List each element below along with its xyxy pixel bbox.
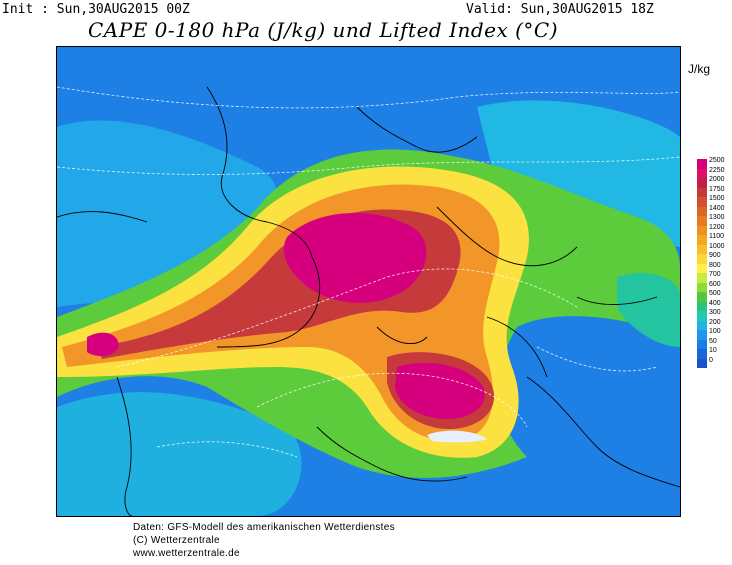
cape-max-west — [87, 332, 119, 357]
footer-copyright: (C) Wetterzentrale — [133, 535, 220, 546]
legend-level-9: 1000 — [709, 242, 725, 250]
legend-color-11 — [697, 263, 707, 273]
legend-color-3 — [697, 187, 707, 197]
coastlines — [57, 86, 680, 516]
legend-color-9 — [697, 244, 707, 254]
legend-level-21: 0 — [709, 356, 713, 364]
legend-level-14: 500 — [709, 290, 721, 297]
legend-level-20: 10 — [709, 347, 717, 354]
legend-color-13 — [697, 282, 707, 292]
legend-color-17 — [697, 320, 707, 330]
legend-color-21 — [697, 358, 707, 368]
legend-level-4: 1500 — [709, 195, 725, 202]
init-time: Init : Sun,30AUG2015 00Z — [2, 2, 190, 17]
legend-level-8: 1100 — [709, 233, 725, 240]
footer: Daten: GFS-Modell des amerikanischen Wet… — [133, 521, 395, 560]
legend-level-2: 2000 — [709, 176, 725, 183]
legend-color-8 — [697, 235, 707, 245]
footer-source: Daten: GFS-Modell des amerikanischen Wet… — [133, 522, 395, 533]
legend-color-14 — [697, 292, 707, 302]
legend-level-16: 300 — [709, 309, 721, 316]
legend-color-12 — [697, 273, 707, 283]
legend-level-18: 100 — [709, 328, 721, 335]
cape-zone-low-south — [57, 392, 302, 516]
legend-color-10 — [697, 254, 707, 264]
legend-color-6 — [697, 216, 707, 226]
valid-time: Valid: Sun,30AUG2015 18Z — [466, 2, 654, 17]
cape-zone-low-east — [477, 100, 680, 247]
legend-level-1: 2250 — [709, 166, 725, 174]
cape-max-south — [395, 362, 485, 419]
legend-unit: J/kg — [688, 62, 711, 76]
lifted-index-contours — [57, 86, 680, 458]
legend-level-11: 800 — [709, 261, 721, 269]
legend-color-7 — [697, 225, 707, 235]
legend-labels: 2500 2250 2000 1750 1500 1400 1300 1200 1100 1000… — [709, 156, 725, 365]
legend-level-3: 1750 — [709, 185, 725, 193]
lifted-index-max-fill — [427, 430, 487, 443]
legend-level-7: 1200 — [709, 223, 725, 231]
legend-level-19: 50 — [709, 337, 717, 345]
legend-color-15 — [697, 301, 707, 311]
legend-color-2 — [697, 178, 707, 188]
cape-map — [56, 46, 681, 517]
legend-level-5: 1400 — [709, 204, 725, 212]
chart-title: CAPE 0-180 hPa (J/kg) und Lifted Index (… — [88, 18, 559, 42]
legend-color-5 — [697, 206, 707, 216]
legend-color-16 — [697, 311, 707, 321]
legend-level-15: 400 — [709, 299, 721, 307]
legend-colorbar — [697, 159, 707, 368]
legend-color-0 — [697, 159, 707, 169]
legend-level-0: 2500 — [709, 157, 725, 164]
legend-color-18 — [697, 330, 707, 340]
legend-color-1 — [697, 168, 707, 178]
footer-website: www.wetterzentrale.de — [133, 548, 240, 559]
legend-level-13: 600 — [709, 280, 721, 288]
cape-field-svg — [57, 47, 680, 516]
legend-level-6: 1300 — [709, 214, 725, 221]
legend-level-17: 200 — [709, 318, 721, 326]
legend-level-10: 900 — [709, 252, 721, 259]
legend-color-20 — [697, 349, 707, 359]
cape-zone-teal — [617, 273, 680, 347]
legend-color-19 — [697, 339, 707, 349]
legend-level-12: 700 — [709, 271, 721, 278]
legend-color-4 — [697, 197, 707, 207]
